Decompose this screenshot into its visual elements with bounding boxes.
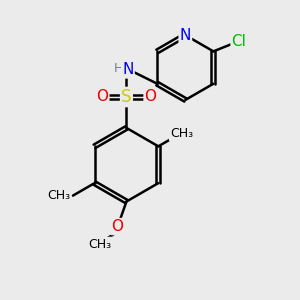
Text: N: N — [122, 62, 134, 77]
Text: CH₃: CH₃ — [47, 189, 70, 202]
Text: N: N — [180, 28, 191, 43]
Text: O: O — [145, 89, 157, 104]
Text: CH₃: CH₃ — [88, 238, 112, 251]
Text: Cl: Cl — [232, 34, 246, 49]
Text: O: O — [112, 219, 124, 234]
Text: H: H — [113, 62, 123, 75]
Text: S: S — [121, 88, 132, 106]
Text: CH₃: CH₃ — [170, 127, 193, 140]
Text: O: O — [96, 89, 108, 104]
